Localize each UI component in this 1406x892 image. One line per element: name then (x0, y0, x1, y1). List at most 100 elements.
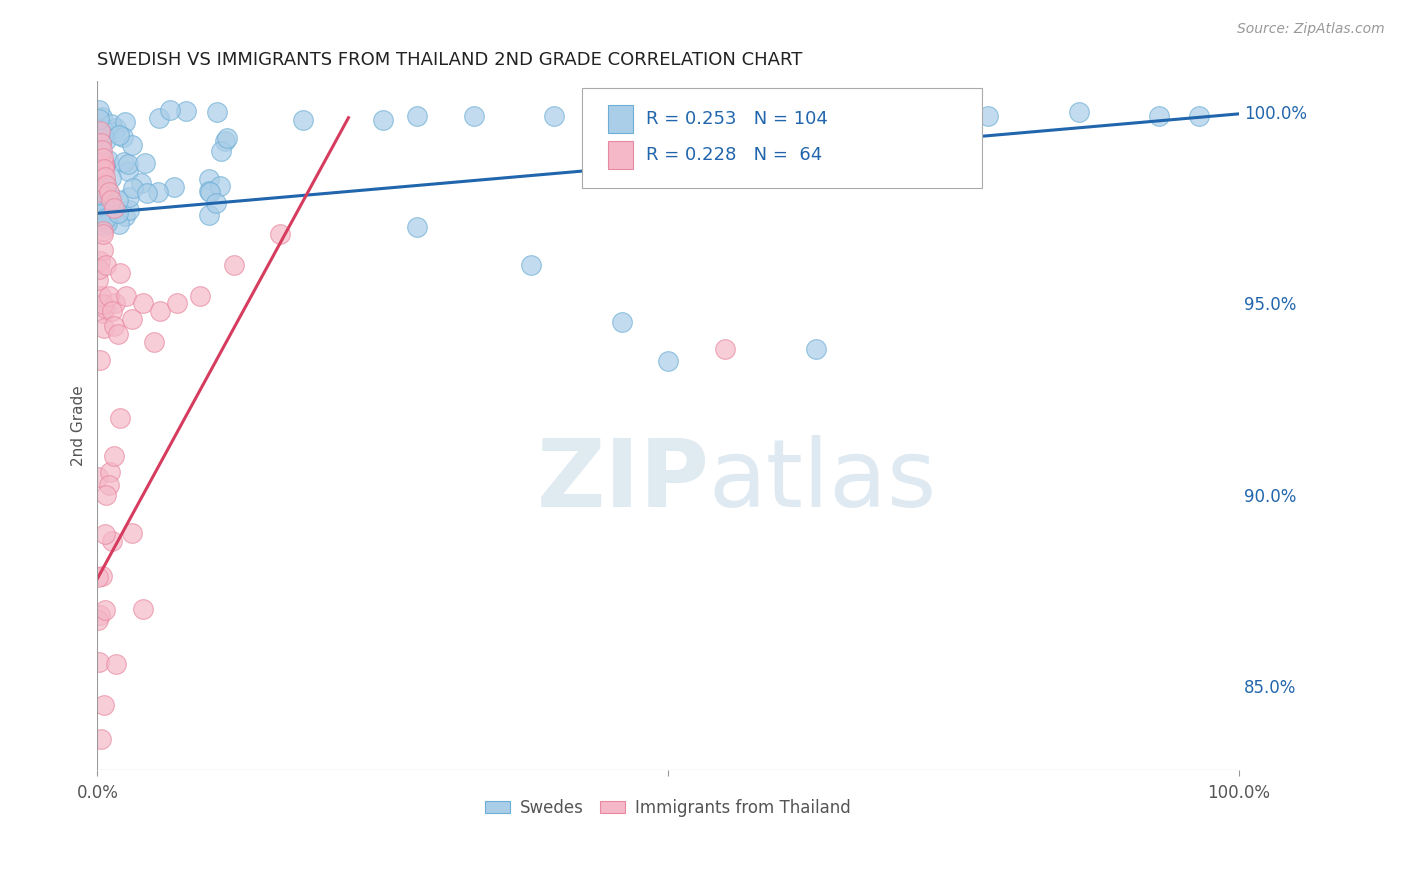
Point (91, 243, 114, 257)
Point (96, 216, 118, 230)
Point (91, 128, 114, 143)
Point (806, 342, 828, 356)
Point (197, 184, 219, 198)
Point (371, 112, 394, 127)
Point (1188, 109, 1211, 123)
Point (976, 109, 998, 123)
Point (103, 201, 125, 215)
Point (714, 109, 737, 123)
Point (107, 326, 129, 341)
Point (87, 183, 110, 197)
Point (114, 209, 136, 223)
Point (89, 211, 111, 225)
Point (200, 186, 222, 200)
Point (121, 137, 143, 152)
Point (93, 158, 115, 172)
Point (89, 103, 111, 117)
Point (107, 206, 129, 220)
Point (198, 171, 221, 186)
Point (148, 112, 170, 126)
Bar (607, 105, 633, 133)
Point (214, 134, 236, 148)
Point (104, 121, 127, 136)
Text: SWEDISH VS IMMIGRANTS FROM THAILAND 2ND GRADE CORRELATION CHART: SWEDISH VS IMMIGRANTS FROM THAILAND 2ND … (97, 51, 803, 69)
Point (188, 288, 211, 302)
Point (93, 180, 115, 194)
Point (93, 698, 115, 712)
FancyBboxPatch shape (582, 88, 981, 188)
Point (87, 187, 110, 202)
Point (121, 311, 143, 326)
Point (108, 266, 131, 280)
Point (87, 570, 110, 584)
Point (105, 657, 128, 671)
Point (406, 109, 429, 123)
Point (87, 164, 110, 178)
Point (886, 109, 908, 123)
Point (94, 603, 117, 617)
Point (91, 123, 114, 137)
Point (623, 109, 645, 123)
Point (612, 315, 634, 329)
Point (90, 111, 112, 125)
Point (89, 186, 111, 200)
Point (89, 145, 111, 160)
Point (101, 304, 124, 318)
Point (543, 109, 565, 123)
Point (90, 289, 112, 303)
Point (87, 169, 110, 183)
Point (94, 133, 117, 147)
Point (90, 196, 112, 211)
Point (98, 478, 121, 492)
Point (98, 196, 121, 211)
Point (108, 411, 131, 425)
Point (118, 202, 141, 217)
Point (87, 174, 110, 188)
Point (89, 254, 111, 268)
Point (215, 131, 238, 145)
Point (166, 296, 188, 310)
Point (90, 178, 112, 192)
Point (224, 258, 246, 272)
Point (90, 136, 112, 150)
Point (89, 128, 111, 143)
Point (132, 296, 155, 310)
Point (87, 133, 110, 147)
Point (291, 112, 314, 127)
Bar (607, 141, 633, 169)
Point (93, 321, 115, 335)
Point (89, 112, 111, 127)
Point (97, 186, 120, 201)
Point (93, 527, 115, 541)
Point (129, 176, 152, 190)
Point (108, 217, 131, 231)
Point (91, 306, 114, 320)
Point (91, 151, 114, 165)
Point (209, 145, 232, 159)
Point (103, 125, 125, 139)
Point (146, 185, 169, 199)
Point (89, 136, 111, 150)
Point (98, 465, 121, 479)
Point (117, 157, 139, 171)
Text: atlas: atlas (709, 434, 936, 527)
Point (89, 353, 111, 368)
Point (794, 109, 817, 123)
Point (89, 261, 111, 276)
Point (94, 211, 117, 225)
Point (1147, 109, 1170, 123)
Point (115, 288, 138, 302)
Point (91, 206, 114, 220)
Point (107, 193, 129, 207)
Point (93, 182, 115, 196)
Point (87, 128, 110, 143)
Point (107, 128, 129, 142)
Point (94, 301, 117, 315)
Point (209, 178, 232, 193)
Point (96, 487, 118, 501)
Point (101, 205, 124, 219)
Point (87, 161, 110, 176)
Point (94, 178, 117, 192)
Point (97, 153, 120, 168)
Point (87, 655, 110, 669)
